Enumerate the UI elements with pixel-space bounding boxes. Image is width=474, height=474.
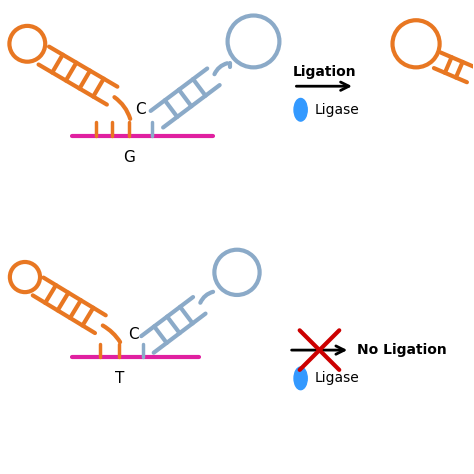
Text: C: C [128, 327, 138, 342]
Text: No Ligation: No Ligation [357, 343, 447, 357]
Text: Ligation: Ligation [292, 65, 356, 79]
Text: C: C [135, 102, 146, 117]
Text: Ligase: Ligase [315, 103, 359, 117]
Text: T: T [115, 371, 124, 386]
Text: Ligase: Ligase [315, 371, 359, 385]
Ellipse shape [294, 99, 307, 121]
Ellipse shape [294, 367, 307, 390]
Text: G: G [123, 150, 135, 165]
